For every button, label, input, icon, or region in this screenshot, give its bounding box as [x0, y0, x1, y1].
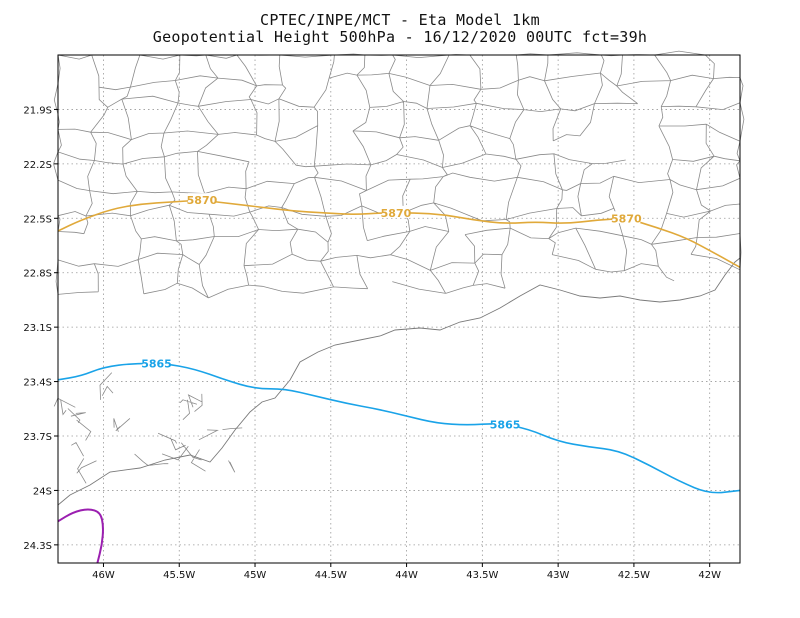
x-tick-label: 42.5W: [618, 570, 650, 581]
contour-label-bg: [491, 417, 520, 430]
contour-label-bg: [612, 211, 641, 224]
contour-label: 5870: [611, 212, 642, 225]
contour-label: 5865: [490, 419, 521, 432]
x-tick-label: 45.5W: [163, 570, 195, 581]
contour-line: [57, 508, 104, 564]
grid-lines: [58, 55, 740, 563]
coast-path: [57, 257, 741, 506]
x-tick-label: 45W: [244, 570, 267, 581]
municipal-borders: [53, 50, 745, 484]
contour-line: [57, 362, 741, 494]
contour-label-bg: [381, 205, 410, 218]
contour-label-bg: [187, 193, 216, 206]
coastline: [57, 257, 741, 506]
contour-label: 5870: [187, 194, 218, 207]
y-tick-label: 22.2S: [23, 160, 52, 171]
x-tick-label: 42W: [698, 570, 721, 581]
x-tick-label: 43W: [547, 570, 570, 581]
y-tick-label: 23.4S: [23, 378, 52, 389]
y-tick-label: 24.3S: [23, 541, 52, 552]
x-tick-label: 43.5W: [466, 570, 498, 581]
y-tick-label: 24S: [33, 486, 52, 497]
chart-subtitle: Geopotential Height 500hPa - 16/12/2020 …: [152, 28, 648, 46]
contour-lines: [57, 199, 741, 564]
border-network: [53, 50, 745, 484]
contour-label: 5870: [381, 207, 412, 220]
y-tick-label: 21.9S: [23, 105, 52, 116]
x-tick-label: 44.5W: [315, 570, 347, 581]
chart-title: CPTEC/INPE/MCT - Eta Model 1km: [260, 11, 540, 29]
y-tick-label: 23.7S: [23, 432, 52, 443]
contour-label-bg: [142, 356, 171, 369]
y-tick-label: 22.5S: [23, 214, 52, 225]
x-tick-label: 46W: [92, 570, 115, 581]
y-axis-ticks: 21.9S 22.2S 22.5S 22.8S 23.1S 23.4S 23.7S 24S 24…: [23, 105, 58, 552]
y-tick-label: 23.1S: [23, 323, 52, 334]
y-tick-label: 22.8S: [23, 269, 52, 280]
contour-label: 5865: [141, 357, 172, 370]
x-axis-ticks: 46W 45.5W 45W 44.5W 44W 43.5W 43W 42.5W 42W: [92, 563, 721, 581]
plot-frame: [57, 54, 741, 564]
x-tick-label: 44W: [395, 570, 418, 581]
contour-labels: 5870 5870 5870 5865 5865: [141, 193, 642, 432]
